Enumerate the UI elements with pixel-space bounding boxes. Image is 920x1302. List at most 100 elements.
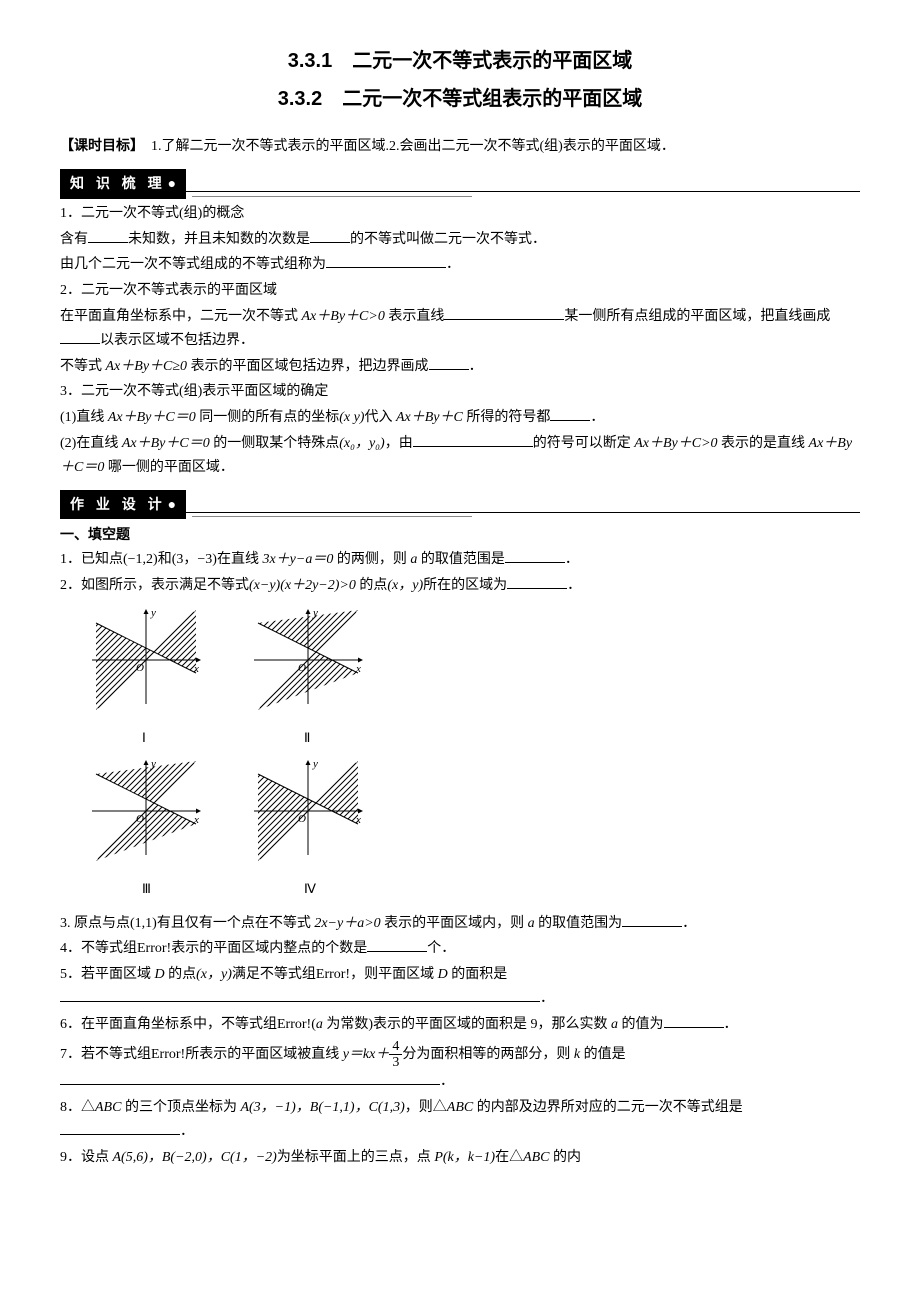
k9e2: Ax＋By＋C>0 <box>634 436 717 451</box>
q7c: 的值是 <box>580 1047 626 1062</box>
svg-text:x: x <box>355 814 361 826</box>
svg-text:Ⅱ: Ⅱ <box>304 730 310 744</box>
svg-text:x: x <box>193 663 199 675</box>
q8abc2: ABC <box>447 1100 473 1115</box>
q2: 2．如图所示，表示满足不等式(x−y)(x＋2y−2)>0 的点(x，y)所在的… <box>60 574 860 598</box>
q3a: 3. 原点与点(1,1)有且仅有一个点在不等式 <box>60 916 314 931</box>
title-2: 3.3.2 二元一次不等式组表示的平面区域 <box>60 82 860 116</box>
q1a: 1．已知点(−1,2)和(3，−3)在直线 <box>60 552 262 567</box>
blank <box>60 329 100 344</box>
q9c: 在△ <box>495 1150 523 1165</box>
k9e1: Ax＋By＋C＝0 <box>122 436 210 451</box>
figure-4: x y O Ⅳ <box>242 757 374 904</box>
k2b: 未知数，并且未知数的次数是 <box>128 232 310 247</box>
objective-label: 【课时目标】 <box>60 137 137 153</box>
k9d: 的符号可以断定 <box>533 436 635 451</box>
objective-text: 1.了解二元一次不等式表示的平面区域.2.会画出二元一次不等式(组)表示的平面区… <box>137 139 675 154</box>
q9: 9．设点 A(5,6)，B(−2,0)，C(1，−2)为坐标平面上的三点，点 P… <box>60 1146 860 1170</box>
q2a: 2．如图所示，表示满足不等式 <box>60 578 249 593</box>
q4: 4．不等式组Error!表示的平面区域内整点的个数是 个． <box>60 937 860 961</box>
k8d: 所得的符号都 <box>463 410 551 425</box>
coord-figure: x y O Ⅲ <box>80 757 212 895</box>
q6: 6．在平面直角坐标系中，不等式组Error!(a 为常数)表示的平面区域的面积是… <box>60 1013 860 1037</box>
k2c: 的不等式叫做二元一次不等式． <box>350 232 546 247</box>
k6a: 不等式 <box>60 359 106 374</box>
blank <box>88 228 128 243</box>
section-knowledge: 知 识 梳 理 <box>60 169 186 199</box>
blank <box>60 1120 180 1135</box>
coord-figure: x y O Ⅰ <box>80 606 212 744</box>
k8e2: Ax＋By＋C <box>396 410 463 425</box>
q3: 3. 原点与点(1,1)有且仅有一个点在不等式 2x−y＋a>0 表示的平面区域… <box>60 912 860 936</box>
blank <box>367 937 427 952</box>
blank <box>429 355 469 370</box>
svg-text:O: O <box>298 662 306 674</box>
q8d: 的内部及边界所对应的二元一次不等式组是 <box>473 1100 743 1115</box>
svg-text:O: O <box>136 662 144 674</box>
figure-1: x y O Ⅰ <box>80 606 212 753</box>
q8pts: A(3，−1)，B(−1,1)，C(1,3) <box>240 1100 404 1115</box>
q8c: ，则△ <box>405 1100 447 1115</box>
section-dash <box>192 516 472 517</box>
k7: 3．二元一次不等式(组)表示平面区域的确定 <box>60 380 860 404</box>
k4: 2．二元一次不等式表示的平面区域 <box>60 279 860 303</box>
frac-num: 4 <box>389 1039 402 1055</box>
blank <box>413 432 533 447</box>
blank <box>622 912 682 927</box>
blank <box>550 406 590 421</box>
k8e1: Ax＋By＋C＝0 <box>108 410 196 425</box>
k3: 由几个二元一次不等式组成的不等式组称为． <box>60 253 860 277</box>
svg-text:Ⅳ: Ⅳ <box>304 881 316 895</box>
q5D2: D <box>438 967 448 982</box>
blank <box>310 228 350 243</box>
k5b: 表示直线 <box>385 309 445 324</box>
k9b: 的一侧取某个特殊点 <box>210 436 340 451</box>
svg-text:O: O <box>298 813 306 825</box>
q5: 5．若平面区域 D 的点(x，y)满足不等式组Error!，则平面区域 D 的面… <box>60 963 860 1011</box>
q9pts: A(5,6)，B(−2,0)，C(1，−2) <box>113 1150 277 1165</box>
q9P: P(k，k−1) <box>434 1150 495 1165</box>
svg-text:y: y <box>312 607 318 619</box>
fraction: 43 <box>389 1039 402 1071</box>
svg-text:O: O <box>136 813 144 825</box>
q7b: 分为面积相等的两部分，则 <box>402 1047 574 1062</box>
svg-text:Ⅰ: Ⅰ <box>142 730 146 744</box>
svg-text:y: y <box>150 607 156 619</box>
k8xy: (x y) <box>339 410 364 425</box>
q5a: 5．若平面区域 <box>60 967 155 982</box>
q1: 1．已知点(−1,2)和(3，−3)在直线 3x＋y−a＝0 的两侧，则 a 的… <box>60 548 860 572</box>
section-dash <box>192 196 472 197</box>
q9d: 的内 <box>550 1150 582 1165</box>
k8c: 代入 <box>364 410 396 425</box>
blank <box>60 1070 440 1085</box>
coord-figure: x y O Ⅳ <box>242 757 374 895</box>
q1e: 3x＋y−a＝0 <box>262 552 333 567</box>
frac-den: 3 <box>389 1055 402 1070</box>
q9abc: ABC <box>523 1150 549 1165</box>
k5expr: Ax＋By＋C>0 <box>302 309 385 324</box>
q2d: ． <box>567 578 581 593</box>
k3a: 由几个二元一次不等式组成的不等式组称为 <box>60 257 326 272</box>
q2b: 的点 <box>356 578 388 593</box>
q1c: 的取值范围是 <box>417 552 505 567</box>
q5e: ． <box>540 991 554 1006</box>
k9pt: (x₀，y₀) <box>339 436 385 451</box>
q8a: 8．△ <box>60 1100 95 1115</box>
k2a: 含有 <box>60 232 88 247</box>
k9e: 表示的是直线 <box>718 436 809 451</box>
section-homework: 作 业 设 计 <box>60 490 186 520</box>
q9b: 为坐标平面上的三点，点 <box>277 1150 435 1165</box>
svg-text:y: y <box>150 758 156 770</box>
blank <box>507 574 567 589</box>
q4b: 个． <box>427 941 455 956</box>
k6b: 表示的平面区域包括边界，把边界画成 <box>187 359 429 374</box>
q4a: 4．不等式组Error!表示的平面区域内整点的个数是 <box>60 941 367 956</box>
blank <box>664 1013 724 1028</box>
k8e: ． <box>590 410 604 425</box>
svg-text:x: x <box>355 663 361 675</box>
k6: 不等式 Ax＋By＋C≥0 表示的平面区域包括边界，把边界画成． <box>60 355 860 379</box>
hw-heading: 一、填空题 <box>60 523 860 547</box>
q5d: 的面积是 <box>448 967 508 982</box>
k9: (2)在直线 Ax＋By＋C＝0 的一侧取某个特殊点(x₀，y₀)，由的符号可以… <box>60 432 860 480</box>
blank <box>60 987 540 1002</box>
